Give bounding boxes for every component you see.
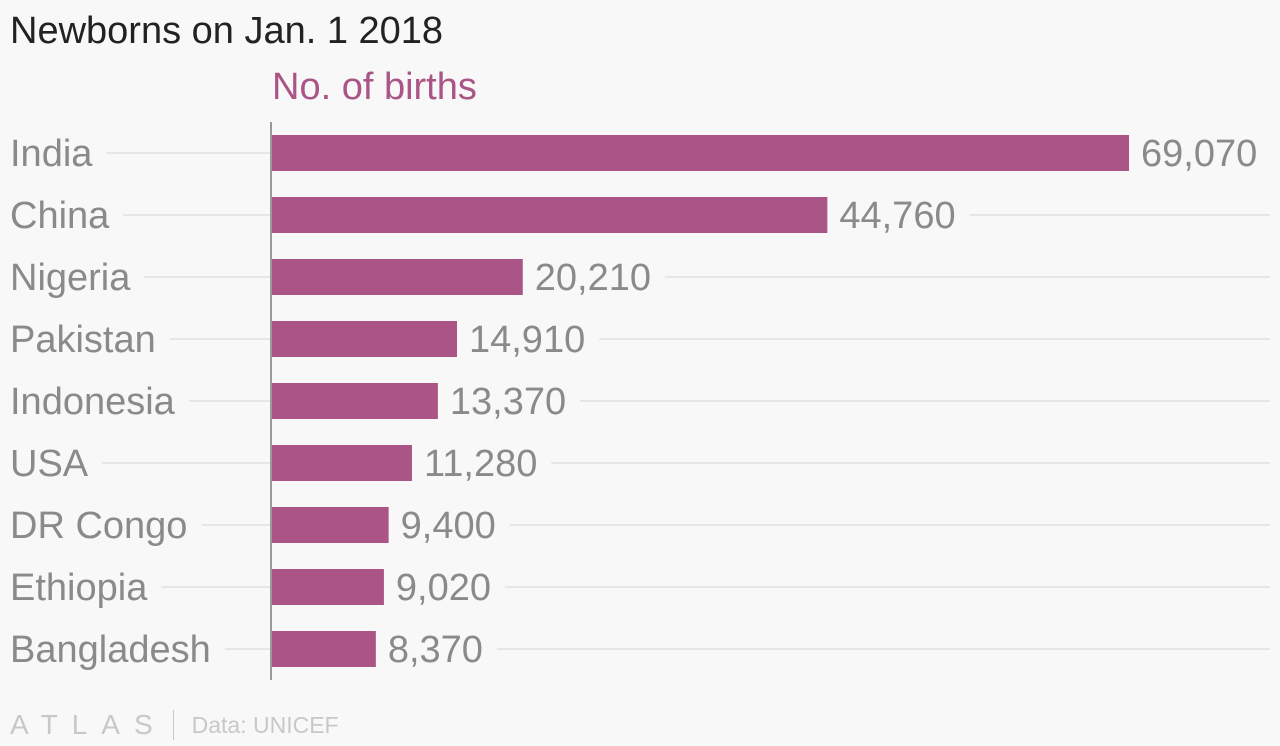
category-label: Indonesia bbox=[10, 381, 176, 423]
category-label: USA bbox=[10, 443, 89, 485]
value-label: 9,020 bbox=[396, 567, 491, 609]
atlas-logo: ATLAS bbox=[10, 709, 167, 740]
category-label: China bbox=[10, 195, 110, 237]
bars bbox=[272, 135, 1129, 667]
category-label: Ethiopia bbox=[10, 567, 148, 609]
value-label: 20,210 bbox=[535, 257, 651, 299]
bar bbox=[272, 321, 457, 357]
category-label: DR Congo bbox=[10, 505, 187, 547]
chart-title: Newborns on Jan. 1 2018 bbox=[10, 10, 444, 52]
series-label: No. of births bbox=[272, 66, 477, 108]
bar bbox=[272, 445, 412, 481]
category-labels: India China Nigeria Pakistan Indonesia USA DR … bbox=[10, 133, 211, 671]
category-label: Pakistan bbox=[10, 319, 156, 361]
gridlines bbox=[102, 152, 1270, 650]
bar bbox=[272, 507, 389, 543]
category-label: Nigeria bbox=[10, 257, 131, 299]
value-labels: 69,070 44,760 20,210 14,910 13,370 11,280 9,40… bbox=[388, 133, 1257, 671]
value-label: 9,400 bbox=[401, 505, 496, 547]
bar bbox=[272, 197, 828, 233]
value-label: 44,760 bbox=[839, 195, 955, 237]
bar bbox=[272, 135, 1129, 171]
value-label: 13,370 bbox=[450, 381, 566, 423]
bar bbox=[272, 259, 523, 295]
footer: ATLAS Data: UNICEF bbox=[10, 708, 339, 742]
footer-divider bbox=[172, 710, 174, 740]
bar-chart: India China Nigeria Pakistan Indonesia USA DR … bbox=[10, 122, 1270, 680]
value-label: 11,280 bbox=[424, 443, 537, 485]
category-label: Bangladesh bbox=[10, 629, 211, 671]
value-label: 69,070 bbox=[1141, 133, 1257, 175]
data-source: Data: UNICEF bbox=[191, 711, 339, 738]
bar bbox=[272, 569, 384, 605]
bar bbox=[272, 631, 376, 667]
category-label: India bbox=[10, 133, 93, 175]
value-label: 14,910 bbox=[469, 319, 585, 361]
bar bbox=[272, 383, 438, 419]
value-label: 8,370 bbox=[388, 629, 483, 671]
